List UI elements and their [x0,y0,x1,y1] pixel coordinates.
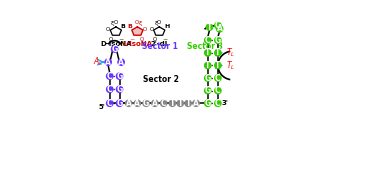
Text: T: T [215,48,220,57]
Text: T: T [186,99,191,108]
Text: G: G [204,99,211,108]
Circle shape [185,100,191,106]
Text: G: G [204,74,211,83]
Text: C: C [161,99,166,108]
Circle shape [215,37,221,43]
Circle shape [107,73,113,79]
Text: B: B [128,24,132,29]
Circle shape [215,62,221,69]
Text: O: O [149,27,154,32]
Text: $A_L$: $A_L$ [93,56,103,68]
Text: A: A [152,99,158,108]
Text: O: O [140,37,144,42]
Circle shape [134,100,141,106]
Polygon shape [132,27,143,35]
Text: C: C [215,99,221,108]
Circle shape [215,88,221,94]
Text: L-IsoNA: L-IsoNA [122,41,152,47]
Text: T: T [207,23,212,32]
Text: C: C [205,36,211,45]
Circle shape [204,50,211,56]
Text: G: G [116,72,122,81]
Circle shape [105,59,111,65]
Text: C: C [215,74,221,83]
Circle shape [204,75,211,81]
Text: O: O [106,27,110,32]
Text: C: C [107,72,113,81]
Text: O: O [143,27,147,32]
Circle shape [204,62,211,69]
Circle shape [204,88,211,94]
Circle shape [215,100,221,106]
Circle shape [125,100,132,106]
Text: A: A [118,58,124,67]
Text: C: C [215,21,221,30]
Text: A: A [217,24,223,33]
Text: H: H [164,24,169,29]
Text: D-IsoNA: D-IsoNA [100,41,132,47]
Text: T: T [170,99,175,108]
Text: $T_L$: $T_L$ [226,59,235,72]
Text: G: G [215,36,221,45]
Text: G: G [116,99,122,108]
Circle shape [177,100,183,106]
Text: O: O [109,37,113,42]
Text: G: G [204,86,211,95]
Text: ~: ~ [119,37,124,42]
Circle shape [206,24,212,30]
Text: ~: ~ [129,37,135,42]
Circle shape [116,100,123,106]
Text: C: C [215,86,221,95]
Text: ~: ~ [162,37,167,42]
Text: ξ: ξ [154,21,158,26]
Text: 2'-dI: 2'-dI [150,41,168,47]
Text: O: O [114,20,118,25]
Circle shape [204,37,211,43]
Text: T: T [205,48,211,57]
Text: A: A [193,99,199,108]
Text: C: C [107,85,113,94]
Circle shape [116,86,123,92]
Text: C: C [107,99,113,108]
Text: 5': 5' [99,104,106,110]
Text: B: B [121,24,125,29]
Text: ξ: ξ [111,21,115,26]
Circle shape [118,59,124,65]
Text: Sector 3: Sector 3 [187,42,223,51]
Text: T: T [178,99,183,108]
Circle shape [217,26,223,32]
Circle shape [169,100,175,106]
Circle shape [215,50,221,56]
Text: A: A [105,58,111,67]
Circle shape [193,100,199,106]
Text: Sector 1: Sector 1 [142,42,178,51]
Text: A: A [135,99,140,108]
Circle shape [204,100,211,106]
Circle shape [107,86,113,92]
Circle shape [215,75,221,81]
Text: G: G [112,44,118,54]
Text: ξ: ξ [139,21,143,26]
Circle shape [107,100,113,106]
Text: T: T [215,61,220,70]
Text: G: G [116,85,122,94]
Circle shape [161,100,167,106]
Circle shape [152,100,158,106]
Circle shape [215,22,221,29]
Text: O: O [152,37,156,42]
Circle shape [112,46,118,52]
Text: O: O [157,20,161,25]
Text: A: A [126,99,132,108]
Circle shape [116,73,123,79]
Text: $T_L$: $T_L$ [226,47,235,59]
Text: T: T [205,61,211,70]
Text: 3': 3' [222,100,229,106]
Text: O: O [135,20,139,25]
Text: G: G [143,99,149,108]
Text: Sector 2: Sector 2 [143,75,179,84]
Circle shape [143,100,149,106]
